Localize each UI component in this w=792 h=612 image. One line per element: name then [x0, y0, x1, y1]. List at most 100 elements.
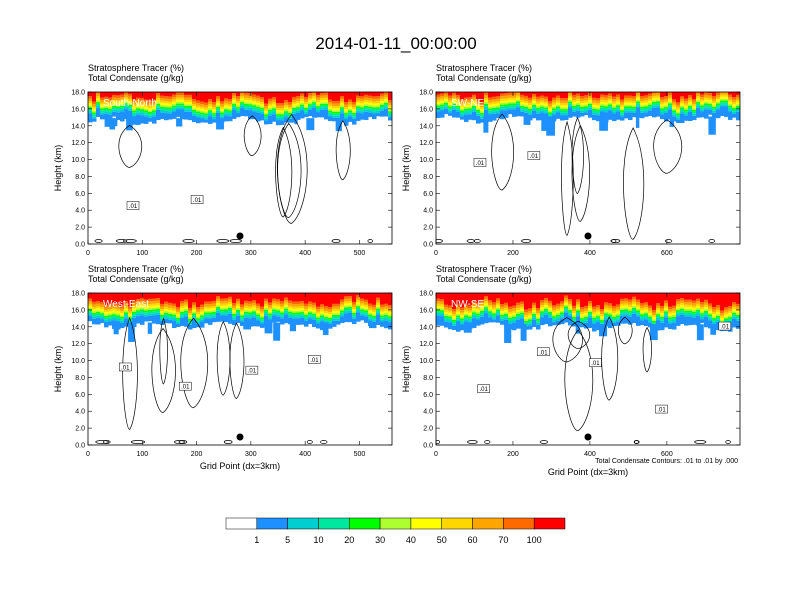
tracer-band [676, 313, 681, 317]
tracer-band [700, 313, 705, 315]
tracer-band [604, 107, 609, 111]
tracer-top [584, 92, 589, 96]
tracer-band [156, 305, 161, 308]
tracer-band [128, 104, 133, 107]
tracer-band [708, 308, 713, 311]
ytick-label: 2.0 [423, 225, 433, 232]
tracer-band [592, 108, 597, 111]
tracer-streak [680, 293, 683, 297]
tracer-top [564, 92, 569, 99]
tracer-band [660, 313, 665, 316]
ytick-label: 6.0 [423, 191, 433, 198]
tracer-band [728, 107, 733, 110]
tracer-band [188, 322, 193, 325]
tracer-band [556, 106, 561, 109]
tracer-band [488, 112, 493, 115]
tracer-band [512, 308, 517, 311]
tracer-band [636, 97, 641, 100]
tracer-band [572, 305, 577, 309]
tracer-band [516, 93, 521, 96]
tracer-band [500, 306, 505, 310]
tracer-band [652, 100, 657, 102]
tracer-band [368, 104, 373, 107]
tracer-top [568, 293, 573, 300]
tracer-band [632, 108, 637, 111]
tracer-band [256, 110, 261, 113]
cross-marker [584, 433, 592, 441]
tracer-band [220, 315, 225, 322]
tracer-band [704, 92, 709, 95]
tracer-band [96, 108, 101, 117]
tracer-band [304, 106, 309, 108]
tracer-band [252, 99, 257, 102]
tracer-band [544, 99, 549, 102]
tracer-band [216, 112, 221, 122]
ytick-label: 14.0 [71, 123, 85, 130]
tracer-band [336, 103, 341, 107]
tracer-band [612, 105, 617, 108]
tracer-band [296, 105, 301, 108]
tracer-band [200, 112, 205, 115]
tracer-band [456, 107, 461, 110]
tracer-band [516, 101, 521, 104]
tracer-band [148, 103, 153, 107]
tracer-band [440, 102, 445, 105]
tracer-band [132, 310, 137, 312]
tracer-top [720, 293, 725, 311]
tracer-band [388, 100, 392, 103]
tracer-band [456, 95, 461, 98]
tracer-band [452, 318, 457, 320]
tracer-band [540, 311, 545, 313]
tracer-band [604, 100, 609, 103]
tracer-band [284, 310, 289, 313]
tracer-band [116, 319, 121, 322]
tracer-band [300, 310, 305, 313]
tracer-band [616, 311, 621, 314]
tracer-band [148, 308, 153, 310]
tracer-band [248, 95, 253, 99]
tracer-band [640, 103, 645, 106]
tracer-band [388, 111, 392, 113]
tracer-band [584, 320, 589, 323]
tracer-band [216, 308, 221, 311]
tracer-band [664, 313, 669, 316]
tracer-band [268, 111, 273, 114]
tracer-band [240, 315, 245, 318]
tracer-band [232, 98, 237, 101]
tracer-top [584, 293, 589, 306]
tracer-band [440, 310, 445, 312]
condensate-contour [277, 122, 302, 219]
tracer-band [276, 306, 281, 309]
tracer-band [272, 112, 277, 115]
tracer-band [188, 315, 193, 318]
tracer-band [456, 315, 461, 318]
tracer-band [304, 318, 309, 321]
tracer-band [304, 303, 309, 307]
tracer-band [648, 310, 653, 313]
tracer-band [172, 314, 177, 317]
tracer-band [128, 98, 133, 102]
panel-label: South-North [103, 98, 157, 109]
tracer-band [636, 304, 641, 307]
tracer-band [644, 108, 649, 111]
tracer-band [732, 304, 737, 308]
tracer-band [572, 308, 577, 311]
tracer-band [136, 299, 141, 302]
tracer-band [384, 104, 389, 107]
tracer-band [360, 107, 365, 109]
tracer-band [504, 110, 509, 118]
tracer-band [588, 92, 593, 96]
tracer-band [236, 298, 241, 302]
tracer-band [644, 97, 649, 101]
tracer-band [488, 312, 493, 316]
tracer-streak [256, 92, 259, 95]
tracer-band [464, 321, 469, 327]
tracer-band [272, 102, 277, 105]
tracer-band [544, 300, 549, 304]
tracer-band [252, 305, 257, 308]
tracer-band [556, 95, 561, 99]
tracer-band [640, 108, 645, 111]
panel-3: Stratosphere Tracer (%)Total Condensate … [401, 264, 741, 477]
tracer-band [452, 102, 457, 104]
tracer-band [660, 310, 665, 314]
